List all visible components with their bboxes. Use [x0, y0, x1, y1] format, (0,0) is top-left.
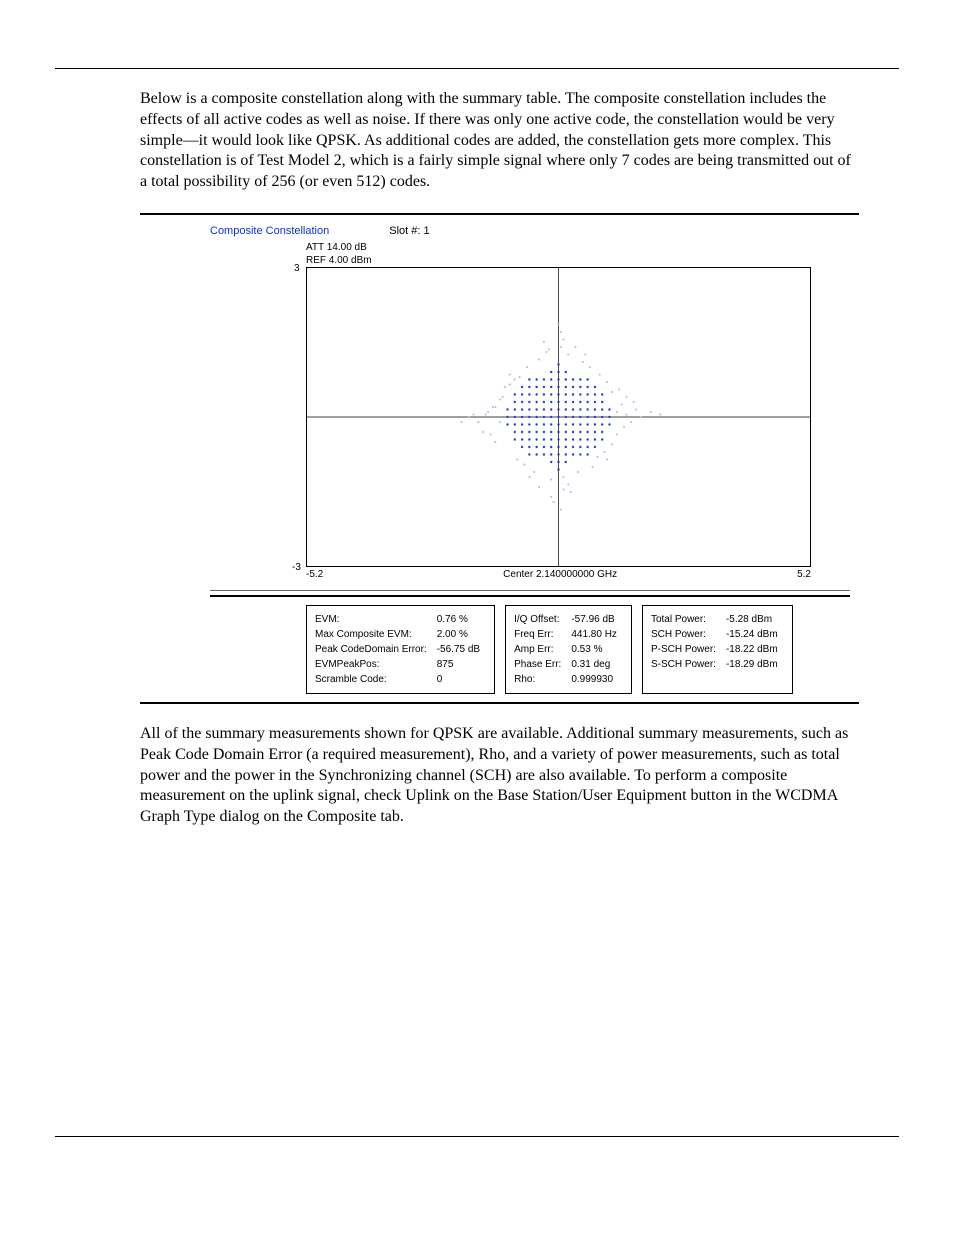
- top-rule: [55, 68, 899, 69]
- summary-value: 0.999930: [567, 672, 623, 687]
- summary-value: -5.28 dBm: [722, 612, 784, 627]
- summary-label: EVM:: [315, 612, 433, 627]
- summary-box-3: Total Power:-5.28 dBmSCH Power:-15.24 dB…: [642, 605, 793, 694]
- summary-label: Total Power:: [651, 612, 722, 627]
- summary-value: 0: [433, 672, 486, 687]
- y-axis-max: 3: [294, 263, 300, 274]
- x-axis-max: 5.2: [797, 569, 811, 580]
- summary-value: -56.75 dB: [433, 642, 486, 657]
- summary-value: 441.80 Hz: [567, 627, 623, 642]
- summary-label: SCH Power:: [651, 627, 722, 642]
- ref-label: REF 4.00 dBm: [306, 254, 850, 267]
- x-axis-min: -5.2: [306, 569, 323, 580]
- summary-tables: EVM:0.76 %Max Composite EVM:2.00 %Peak C…: [306, 605, 850, 694]
- figure-container: Composite Constellation Slot #: 1 ATT 14…: [140, 213, 859, 704]
- summary-label: Rho:: [514, 672, 567, 687]
- summary-box-1: EVM:0.76 %Max Composite EVM:2.00 %Peak C…: [306, 605, 495, 694]
- att-label: ATT 14.00 dB: [306, 241, 850, 254]
- summary-label: Scramble Code:: [315, 672, 433, 687]
- summary-box-2: I/Q Offset:-57.96 dBFreq Err:441.80 HzAm…: [505, 605, 632, 694]
- summary-label: I/Q Offset:: [514, 612, 567, 627]
- summary-label: EVMPeakPos:: [315, 657, 433, 672]
- constellation-plot: 3 -3: [306, 267, 811, 567]
- y-axis-min: -3: [292, 562, 301, 573]
- summary-label: S-SCH Power:: [651, 657, 722, 672]
- summary-value: -15.24 dBm: [722, 627, 784, 642]
- summary-value: -18.29 dBm: [722, 657, 784, 672]
- summary-value: -57.96 dB: [567, 612, 623, 627]
- summary-label: Peak CodeDomain Error:: [315, 642, 433, 657]
- figure-divider: [210, 590, 850, 597]
- summary-label: Freq Err:: [514, 627, 567, 642]
- summary-label: Amp Err:: [514, 642, 567, 657]
- summary-label: Phase Err:: [514, 657, 567, 672]
- summary-label: P-SCH Power:: [651, 642, 722, 657]
- summary-label: Max Composite EVM:: [315, 627, 433, 642]
- summary-value: 0.53 %: [567, 642, 623, 657]
- summary-value: 0.31 deg: [567, 657, 623, 672]
- summary-value: -18.22 dBm: [722, 642, 784, 657]
- figure-title: Composite Constellation: [210, 225, 329, 237]
- paragraph-1: Below is a composite constellation along…: [140, 89, 859, 193]
- x-axis-center: Center 2.140000000 GHz: [503, 569, 617, 580]
- bottom-rule: [55, 1136, 899, 1137]
- paragraph-2: All of the summary measurements shown fo…: [140, 724, 859, 828]
- slot-label: Slot #: 1: [389, 225, 429, 237]
- summary-value: 0.76 %: [433, 612, 486, 627]
- summary-value: 2.00 %: [433, 627, 486, 642]
- summary-value: 875: [433, 657, 486, 672]
